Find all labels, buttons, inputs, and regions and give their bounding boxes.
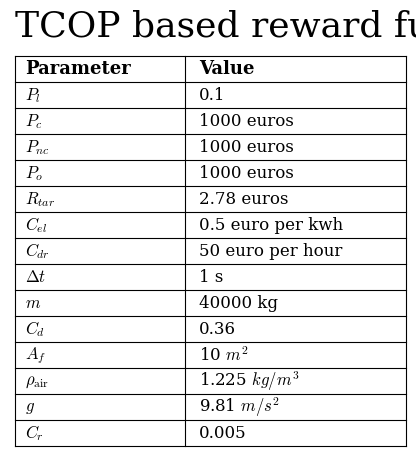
Text: Value: Value bbox=[199, 60, 255, 78]
Text: 0.1: 0.1 bbox=[199, 87, 226, 104]
Text: 10 $m^2$: 10 $m^2$ bbox=[199, 346, 249, 365]
Text: $P_l$: $P_l$ bbox=[25, 86, 41, 105]
Text: $C_d$: $C_d$ bbox=[25, 320, 45, 339]
Text: $m$: $m$ bbox=[25, 295, 41, 312]
Text: $R_{tar}$: $R_{tar}$ bbox=[25, 190, 55, 209]
Text: 50 euro per hour: 50 euro per hour bbox=[199, 243, 343, 260]
Text: 1000 euros: 1000 euros bbox=[199, 139, 294, 156]
Text: 0.5 euro per kwh: 0.5 euro per kwh bbox=[199, 217, 343, 234]
Text: $A_f$: $A_f$ bbox=[25, 345, 46, 366]
Text: 0.36: 0.36 bbox=[199, 321, 236, 338]
Text: $P_c$: $P_c$ bbox=[25, 112, 43, 130]
Text: 40000 kg: 40000 kg bbox=[199, 295, 278, 312]
Text: Parameter: Parameter bbox=[25, 60, 131, 78]
Text: $g$: $g$ bbox=[25, 399, 35, 416]
Text: $\Delta t$: $\Delta t$ bbox=[25, 269, 46, 286]
Text: 9.81 $m/s^2$: 9.81 $m/s^2$ bbox=[199, 396, 280, 419]
Text: 0.005: 0.005 bbox=[199, 425, 247, 442]
Text: 1.225 $kg/m^3$: 1.225 $kg/m^3$ bbox=[199, 369, 300, 393]
Text: 1 s: 1 s bbox=[199, 269, 223, 286]
Text: TCOP based reward function.: TCOP based reward function. bbox=[15, 10, 416, 44]
Text: $C_{dr}$: $C_{dr}$ bbox=[25, 241, 50, 261]
Text: $P_o$: $P_o$ bbox=[25, 164, 43, 183]
Text: 1000 euros: 1000 euros bbox=[199, 113, 294, 130]
Text: 1000 euros: 1000 euros bbox=[199, 165, 294, 182]
Text: $\rho_{\mathrm{air}}$: $\rho_{\mathrm{air}}$ bbox=[25, 373, 49, 390]
Text: $C_{el}$: $C_{el}$ bbox=[25, 216, 47, 235]
Text: 2.78 euros: 2.78 euros bbox=[199, 191, 289, 208]
Text: $P_{nc}$: $P_{nc}$ bbox=[25, 138, 50, 157]
Text: $C_r$: $C_r$ bbox=[25, 423, 44, 443]
